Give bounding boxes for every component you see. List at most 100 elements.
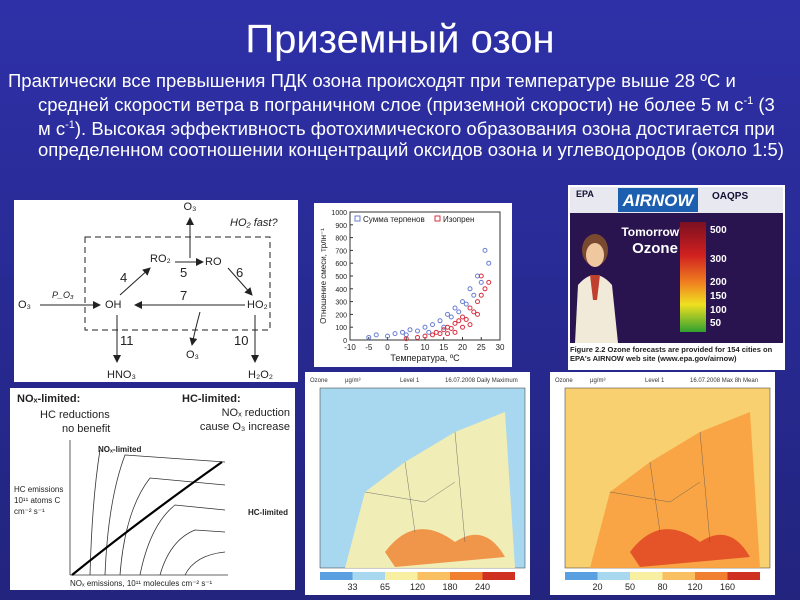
colorbar-segment [597,572,630,580]
y-axis-label: Отношение смеси, трлн⁻¹ [319,228,328,324]
point [475,299,480,305]
y-tick-label: 900 [335,223,347,230]
point [437,331,443,337]
title: Приземный озон [245,18,554,62]
scale-label: 500 [710,225,727,236]
scale-label: 300 [710,254,727,265]
label: no benefit [62,423,110,435]
map-header: Level 1 [645,378,665,384]
label: HC reductions [40,409,110,421]
logo-bg [618,188,698,212]
point [486,279,492,285]
species: OH [105,299,122,311]
point [475,311,480,317]
isolines [69,440,228,576]
species: O₃ [186,349,199,361]
point [482,247,488,253]
scale-label: 100 [710,305,727,316]
point [448,325,454,331]
scale-label: 200 [710,277,727,288]
colorbar-segment [417,572,450,580]
presenter [575,234,618,343]
y-tick-label: 300 [335,300,347,307]
caption: Figure 2.2 Ozone forecasts are provided … [570,345,773,363]
text-run: ). Высокая эффективность фотохимического… [38,118,784,161]
axis-label: HC emissions [14,485,63,494]
point [460,314,465,320]
colorbar-segment [695,572,728,580]
point [460,324,465,330]
reaction-number: 7 [180,288,187,303]
point [407,327,413,333]
species: HO₂ [247,299,268,311]
point [478,292,484,298]
species: HNO₃ [107,369,136,381]
label: HC-limited: [182,393,241,405]
point [452,305,458,311]
point [430,332,435,338]
scale-labels: 500 300 200 150 100 50 [710,225,727,329]
colorbar-label: 240 [475,582,490,592]
map-land [590,412,760,568]
x-tick-label: 20 [458,343,467,352]
axis-label: cm⁻² s⁻¹ [14,507,45,516]
species: H₂O₂ [248,369,273,381]
point [452,320,458,326]
species: RO₂ [150,253,171,265]
point [471,292,477,298]
label: cause O₃ increase [200,421,290,433]
colorbar-label: 120 [687,582,702,592]
y-tick-label: 800 [335,236,347,243]
legend-swatch [354,215,361,222]
legend-label: Сумма терпенов [363,215,425,224]
reaction-number: 10 [234,333,248,348]
axis-label: 10¹¹ atoms C [14,496,60,505]
colorbar-label: 20 [592,582,602,592]
colorbar-segment [352,572,385,580]
colorbar-label: 120 [410,582,425,592]
numbers: 4 5 6 7 11 10 [120,265,248,348]
point [422,333,428,339]
point [415,328,420,334]
point [437,318,443,324]
point [392,331,398,337]
logo: OAQPS [712,191,748,202]
scale-label: 150 [710,291,727,302]
maps: Ozone µg/m³ Level 1 16.07.2008 Daily Maximu… [305,372,775,595]
point [441,327,447,333]
arrows [40,217,259,363]
map-hotspot [385,529,505,567]
reaction-scheme: O₃ HO₂ fast? RO₂ RO OH HO₂ O₃ P_O₃ HNO₃ … [14,200,298,382]
point [366,334,372,340]
x-tick-label: 25 [477,343,486,352]
colorbar-label: 160 [720,582,735,592]
label: NOₓ-limited: [17,393,80,405]
point [452,329,458,335]
species: P_O₃ [52,290,74,300]
reaction-number: 6 [236,265,243,280]
species: HO₂ fast? [230,217,278,229]
point [445,331,450,337]
superscript: -1 [743,95,754,107]
point [456,318,462,324]
y-tick-label: 500 [335,274,347,281]
headline: Ozone [632,240,678,257]
map-header: µg/m³ [345,378,360,384]
point [385,333,390,339]
x-axis-label: Температура, ºC [390,353,460,363]
colorbar-label: 33 [347,582,357,592]
legend-swatch [434,215,441,222]
y-tick-label: 200 [335,312,347,319]
colorbar-segment [450,572,483,580]
scale-label: 50 [710,318,722,329]
point [430,322,435,328]
point [463,301,469,307]
point [467,286,473,292]
point [415,334,420,340]
x-tick-label: -10 [344,343,356,352]
y-tick-label: 700 [335,248,347,255]
isopleth: NOₓ-limited: HC reductions no benefit HC… [10,388,295,590]
label: NOₓ-limited [98,445,141,454]
y-tick-label: 600 [335,261,347,268]
